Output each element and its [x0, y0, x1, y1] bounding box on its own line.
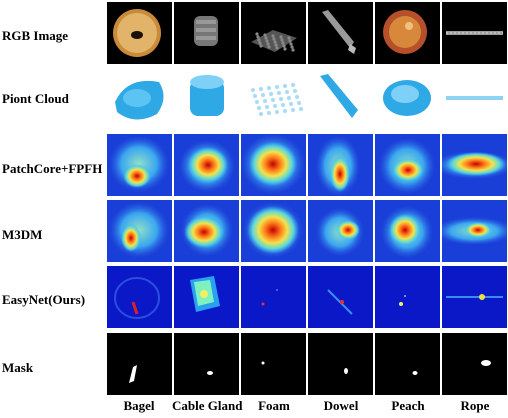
row-label-patchcore-fpfh: PatchCore+FPFH [2, 161, 103, 176]
cell-mask-cable-gland [174, 333, 239, 395]
cell-easynet-cable-gland [174, 266, 239, 328]
cell-pointcloud-cable-gland [174, 68, 239, 130]
row-label-easynet: EasyNet(Ours) [2, 292, 86, 307]
cell-rgb-cable-gland [174, 2, 239, 64]
cell-patchcore-rope [442, 134, 507, 196]
cell-mask-foam [241, 333, 306, 395]
cell-rgb-rope [442, 2, 507, 64]
cell-patchcore-foam [241, 134, 306, 196]
cell-pointcloud-foam [241, 68, 306, 130]
cell-patchcore-dowel [308, 134, 373, 196]
cell-rgb-peach [375, 2, 440, 64]
cell-mask-dowel [308, 333, 373, 395]
row-label-m3dm: M3DM [2, 227, 43, 242]
cell-mask-bagel [107, 333, 172, 395]
cell-pointcloud-dowel [308, 68, 373, 130]
col-label-foam: Foam [258, 398, 290, 413]
cell-pointcloud-rope [442, 68, 507, 130]
cell-rgb-bagel [107, 2, 172, 64]
col-label-bagel: Bagel [123, 398, 155, 413]
col-label-peach: Peach [391, 398, 425, 413]
cell-easynet-bagel [107, 266, 172, 328]
cell-easynet-foam [241, 266, 306, 328]
col-label-cable-gland: Cable Gland [172, 398, 243, 413]
cell-m3dm-rope [442, 200, 507, 262]
row-label-mask: Mask [2, 360, 34, 375]
cell-m3dm-cable-gland [174, 200, 239, 262]
row-label-rgb-image: RGB Image [2, 28, 69, 43]
col-label-dowel: Dowel [323, 398, 359, 413]
cell-patchcore-cable-gland [174, 134, 239, 196]
cell-easynet-dowel [308, 266, 373, 328]
cell-easynet-rope [442, 266, 507, 328]
cell-m3dm-peach [375, 200, 440, 262]
cell-patchcore-bagel [107, 134, 172, 196]
cell-mask-peach [375, 333, 440, 395]
col-label-rope: Rope [460, 398, 490, 413]
cell-easynet-peach [375, 266, 440, 328]
row-label-point-cloud: Piont Cloud [2, 91, 69, 106]
cell-m3dm-foam [241, 200, 306, 262]
cell-mask-rope [442, 333, 507, 395]
cell-m3dm-bagel [107, 200, 172, 262]
cell-patchcore-peach [375, 134, 440, 196]
cell-pointcloud-peach [375, 68, 440, 130]
cell-rgb-foam [241, 2, 306, 64]
cell-pointcloud-bagel [107, 68, 172, 130]
cell-m3dm-dowel [308, 200, 373, 262]
cell-rgb-dowel [308, 2, 373, 64]
